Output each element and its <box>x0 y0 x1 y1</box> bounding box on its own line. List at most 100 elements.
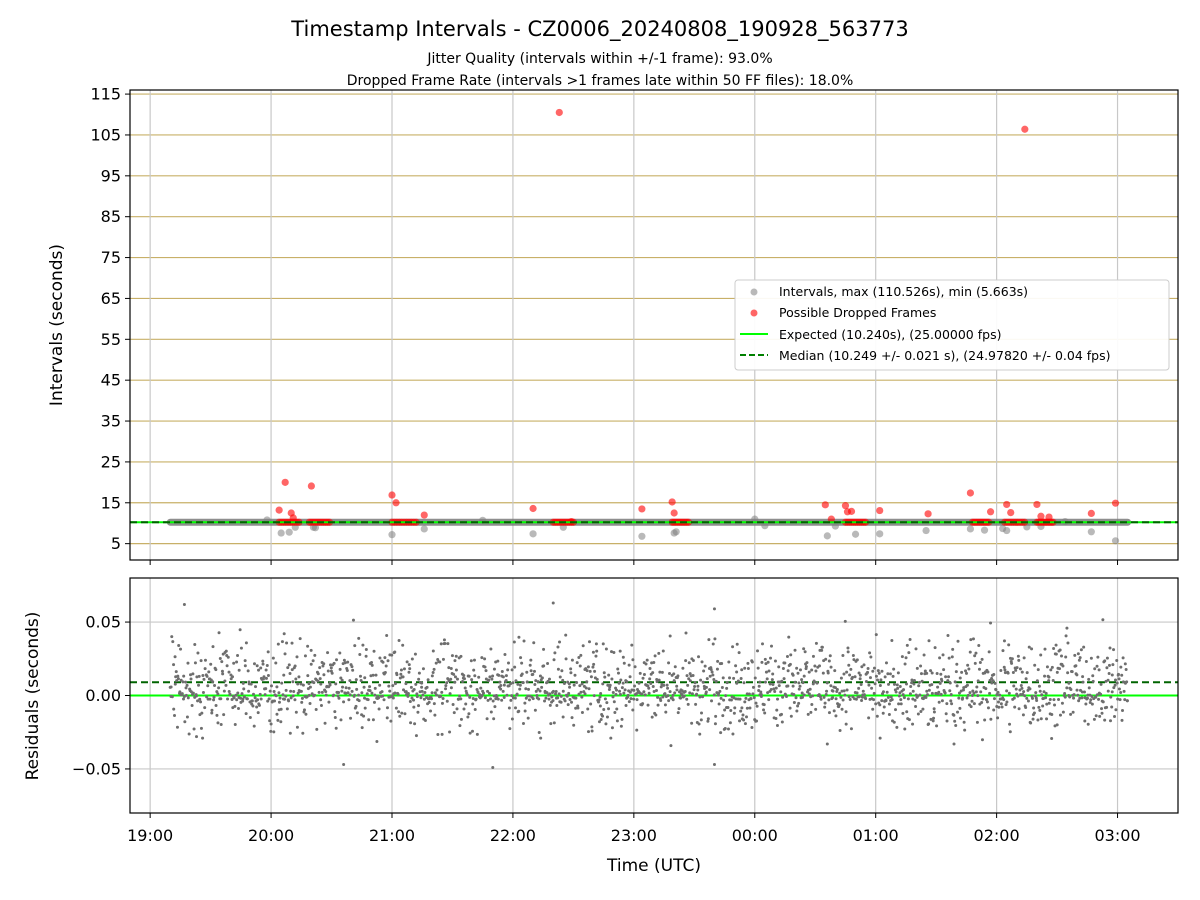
residual-point <box>572 723 576 727</box>
residual-point <box>506 661 510 665</box>
residual-point <box>1047 679 1051 683</box>
residual-point <box>591 650 595 654</box>
residual-point <box>182 674 186 678</box>
residual-point <box>1111 663 1115 667</box>
residual-point <box>452 672 456 676</box>
residual-point <box>1087 677 1091 681</box>
residual-point <box>1094 714 1098 718</box>
residual-point <box>822 695 826 699</box>
residual-point <box>227 690 231 694</box>
residual-point <box>220 660 224 664</box>
residual-point <box>780 679 784 683</box>
residual-point <box>807 692 811 696</box>
residual-point <box>727 660 731 664</box>
residual-point <box>791 684 795 688</box>
residual-point <box>911 697 915 701</box>
residual-point <box>324 690 328 694</box>
residual-point <box>849 727 853 731</box>
residual-point <box>491 699 495 703</box>
residual-point <box>676 711 680 715</box>
residual-point <box>577 655 581 659</box>
interval-point <box>876 530 884 538</box>
residual-point <box>712 677 716 681</box>
residual-point <box>1012 684 1016 688</box>
residual-point <box>459 697 463 701</box>
residual-point <box>1095 664 1099 668</box>
residual-point <box>453 680 457 684</box>
residual-y-tick-label: 0.00 <box>85 686 121 705</box>
residual-point <box>789 714 793 718</box>
residual-point <box>877 671 881 675</box>
residual-point <box>848 697 852 701</box>
residual-point <box>1124 668 1128 672</box>
residual-point <box>185 683 189 687</box>
residual-point <box>253 696 257 700</box>
residual-point <box>573 673 577 677</box>
residual-point <box>613 710 617 714</box>
residual-point <box>412 705 416 709</box>
residual-point <box>972 702 976 706</box>
residual-point <box>598 695 602 699</box>
residual-point <box>469 659 473 663</box>
residual-point <box>983 718 987 722</box>
residual-point <box>663 703 667 707</box>
y-tick-label: 105 <box>90 125 121 144</box>
residual-point <box>949 692 953 696</box>
residual-point <box>690 721 694 725</box>
residual-point <box>789 653 793 657</box>
chart-subtitle-line-1: Jitter Quality (intervals within +/-1 fr… <box>426 51 772 67</box>
residual-point <box>288 731 292 735</box>
residual-point <box>1018 688 1022 692</box>
residual-point <box>510 668 514 672</box>
residual-point <box>576 706 580 710</box>
residual-point <box>178 690 182 694</box>
residual-point <box>984 698 988 702</box>
residual-point <box>657 651 661 655</box>
residual-point <box>473 708 477 712</box>
residual-point <box>1061 710 1065 714</box>
residual-point <box>476 691 480 695</box>
residual-point <box>693 685 697 689</box>
residual-point <box>667 699 671 703</box>
residual-point <box>483 657 487 661</box>
residual-point <box>521 722 525 726</box>
residual-point <box>589 702 593 706</box>
residual-point <box>838 691 842 695</box>
residual-point <box>425 685 429 689</box>
residual-point <box>268 689 272 693</box>
residual-point <box>269 684 273 688</box>
residual-point <box>201 674 205 678</box>
residual-point <box>940 679 944 683</box>
residual-point <box>405 660 409 664</box>
dropped-frame-point <box>821 501 829 509</box>
residual-point <box>414 682 418 686</box>
residual-point <box>755 704 759 708</box>
residual-point <box>658 670 662 674</box>
residual-point <box>300 696 304 700</box>
residual-point <box>607 673 611 677</box>
residual-point <box>889 695 893 699</box>
residual-point <box>814 669 818 673</box>
residual-point <box>342 763 346 767</box>
legend-label-intervals: Intervals, max (110.526s), min (5.663s) <box>779 284 1028 299</box>
residual-point <box>623 688 627 692</box>
residual-point <box>1038 708 1042 712</box>
residual-point <box>254 685 258 689</box>
residual-point <box>251 704 255 708</box>
residual-point <box>762 708 766 712</box>
residual-point <box>545 691 549 695</box>
residual-point <box>536 680 540 684</box>
residual-point <box>338 651 342 655</box>
residual-point <box>604 647 608 651</box>
residual-point <box>885 690 889 694</box>
residual-point <box>548 703 552 707</box>
residual-point <box>422 697 426 701</box>
residual-point <box>985 700 989 704</box>
residual-point <box>866 670 870 674</box>
residual-point <box>899 698 903 702</box>
residual-point <box>704 685 708 689</box>
residual-point <box>171 640 175 644</box>
residual-point <box>1032 706 1036 710</box>
residual-point <box>616 667 620 671</box>
residual-point <box>207 670 211 674</box>
